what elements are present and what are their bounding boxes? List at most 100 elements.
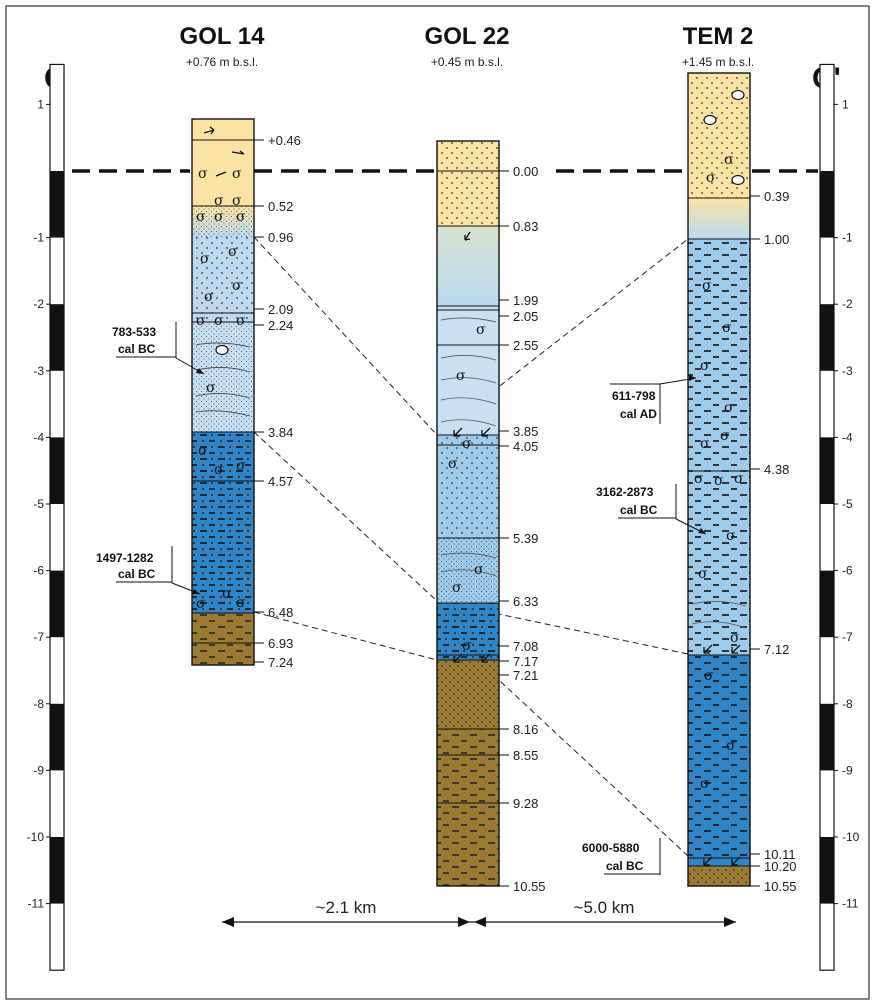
scale-segment — [50, 304, 64, 371]
core-gol-22: GOL 22 +0.45 m b.s.l. — [425, 23, 510, 887]
scale-tick-label: -9 — [842, 763, 853, 777]
depth-label: 0.39 — [764, 189, 789, 204]
core-title: GOL 14 — [180, 23, 266, 50]
svg-text:σ: σ — [196, 596, 206, 612]
depth-label: 10.55 — [513, 879, 546, 894]
core-gol-14: GOL 14 +0.76 m b.s.l. — [180, 23, 266, 666]
date-tem2-middle: 3162-2873 cal BC — [596, 484, 707, 535]
depth-label: 10.20 — [764, 859, 797, 874]
svg-text:σ: σ — [232, 166, 242, 182]
scale-segment — [820, 570, 834, 638]
correlation-line — [253, 611, 438, 661]
scale-segment — [820, 437, 834, 504]
depth-labels: +0.46 0.52 0.96 2.092.24 3.84 4.57 6.48 6.93 7.2… — [254, 133, 797, 894]
depth-label: 0.52 — [268, 199, 293, 214]
svg-text:σ: σ — [214, 193, 224, 209]
svg-text:σ: σ — [714, 473, 724, 489]
svg-text:σ: σ — [196, 209, 206, 225]
core-title: TEM 2 — [683, 23, 754, 50]
svg-text:σ: σ — [452, 580, 462, 596]
svg-text:σ: σ — [196, 313, 206, 329]
svg-text:σ: σ — [236, 209, 246, 225]
date-line2: cal BC — [606, 859, 644, 873]
depth-label: 8.55 — [513, 748, 538, 763]
svg-text:σ: σ — [198, 166, 208, 182]
depth-label: +0.46 — [268, 133, 301, 148]
scale-tick-label: 1 — [842, 97, 849, 111]
depth-label: 7.12 — [764, 642, 789, 657]
scale-tick-label: -10 — [842, 830, 860, 844]
depth-label: 2.05 — [513, 309, 538, 324]
depth-label: 5.39 — [513, 531, 538, 546]
scale-tick-label: -4 — [842, 430, 853, 444]
svg-text:σ: σ — [198, 443, 208, 459]
depth-label: 8.16 — [513, 722, 538, 737]
scale-tick-label: -7 — [842, 630, 853, 644]
svg-text:σ: σ — [236, 458, 246, 474]
date-gol14-upper: 783-533 cal BC — [112, 322, 205, 375]
svg-text:σ: σ — [704, 668, 714, 684]
scale-segment — [50, 171, 64, 238]
svg-text:σ: σ — [222, 586, 232, 602]
svg-text:σ: σ — [200, 251, 210, 267]
scale-tick-label: -4 — [33, 430, 44, 444]
depth-label: 4.57 — [268, 474, 293, 489]
svg-text:σ: σ — [462, 638, 472, 654]
figure-frame — [5, 5, 870, 1000]
scale-segment — [50, 437, 64, 504]
date-annotations: 783-533 cal BC 1497-1282 cal BC 611-798 … — [96, 322, 707, 875]
depth-label: 10.55 — [764, 879, 797, 894]
depth-label: 6.48 — [268, 605, 293, 620]
date-line1: 611-798 — [612, 389, 656, 403]
svg-text:σ: σ — [236, 595, 246, 611]
depth-label: 3.84 — [268, 425, 293, 440]
svg-text:σ: σ — [724, 400, 734, 416]
svg-text:σ: σ — [734, 471, 744, 487]
scale-tick-label: -3 — [842, 364, 853, 378]
scale-tick-label: -2 — [33, 297, 44, 311]
scale-tick-label: -1 — [842, 231, 853, 245]
scale-tick-label: -8 — [842, 697, 853, 711]
scale-tick-label: -1 — [33, 231, 44, 245]
scale-tick-label: -9 — [33, 763, 44, 777]
date-line2: cal BC — [620, 503, 658, 517]
scale-segment — [820, 171, 834, 238]
scale-tick-label: -6 — [33, 564, 44, 578]
svg-text:σ: σ — [726, 738, 736, 754]
svg-text:σ: σ — [726, 528, 736, 544]
svg-text:σ: σ — [694, 471, 704, 487]
date-line2: cal BC — [118, 567, 156, 581]
correlation-line — [253, 431, 438, 602]
scale-tick-label: -5 — [842, 497, 853, 511]
root-symbols — [453, 231, 491, 663]
root-symbols — [703, 644, 741, 866]
correlation-line — [253, 236, 438, 436]
left-depth-scale: 1 -1 -2 -3 -4 -5 -6 -7 -8 -9 -10 -11 — [27, 63, 65, 971]
depth-label: 10.11 — [764, 847, 796, 862]
depth-label: 4.38 — [764, 462, 789, 477]
scale-tick-label: -11 — [28, 897, 45, 911]
scale-segment — [820, 703, 834, 771]
depth-label: 1.99 — [513, 293, 538, 308]
scale-segment — [820, 304, 834, 371]
scale-segment — [50, 570, 64, 638]
distance-label: ~5.0 km — [574, 898, 635, 917]
svg-text:σ: σ — [706, 170, 716, 186]
core-title: GOL 22 — [425, 23, 510, 50]
svg-text:σ: σ — [700, 776, 710, 792]
date-tem2-upper: 611-798 cal AD — [610, 375, 697, 424]
scale-tick-label: -11 — [842, 897, 859, 911]
date-line2: cal BC — [118, 342, 156, 356]
depth-label: 0.83 — [513, 219, 538, 234]
core-elevation: +0.45 m b.s.l. — [431, 55, 503, 69]
scale-segment — [50, 703, 64, 771]
svg-text:σ: σ — [702, 278, 712, 294]
scale-tick-label: -7 — [33, 630, 44, 644]
svg-text:σ: σ — [214, 313, 224, 329]
shell-symbols: σ σ σ σ σ σ σ — [448, 322, 486, 654]
depth-label: 6.93 — [268, 636, 293, 651]
svg-text:σ: σ — [214, 462, 224, 478]
